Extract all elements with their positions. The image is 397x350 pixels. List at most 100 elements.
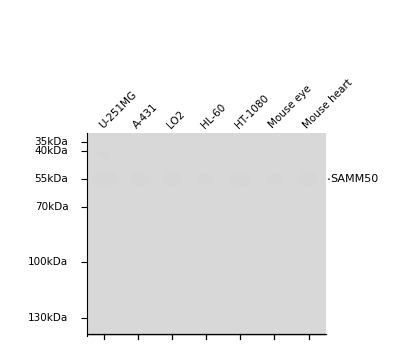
Ellipse shape [100, 153, 108, 158]
Ellipse shape [198, 175, 215, 184]
Ellipse shape [100, 152, 109, 158]
Ellipse shape [301, 174, 316, 184]
Ellipse shape [101, 153, 108, 158]
Ellipse shape [202, 176, 211, 182]
Ellipse shape [102, 153, 107, 157]
Text: 130kDa: 130kDa [28, 313, 68, 323]
Ellipse shape [172, 179, 173, 180]
Ellipse shape [103, 154, 105, 156]
Ellipse shape [236, 176, 245, 182]
Ellipse shape [270, 177, 279, 181]
Ellipse shape [272, 178, 277, 181]
Text: 100kDa: 100kDa [28, 257, 68, 267]
Ellipse shape [163, 173, 182, 186]
Ellipse shape [271, 177, 278, 181]
Ellipse shape [302, 175, 315, 184]
Ellipse shape [234, 175, 247, 183]
Ellipse shape [273, 178, 276, 180]
Ellipse shape [300, 173, 317, 185]
Ellipse shape [171, 178, 174, 180]
Ellipse shape [306, 177, 311, 181]
Ellipse shape [98, 175, 111, 184]
Ellipse shape [102, 154, 106, 156]
Ellipse shape [101, 177, 108, 181]
Ellipse shape [102, 153, 107, 157]
Ellipse shape [137, 178, 139, 180]
Ellipse shape [172, 178, 173, 180]
Ellipse shape [130, 174, 146, 185]
Ellipse shape [130, 173, 147, 185]
Ellipse shape [303, 175, 314, 183]
Ellipse shape [306, 177, 312, 181]
Ellipse shape [304, 176, 313, 182]
Ellipse shape [306, 178, 310, 181]
Ellipse shape [232, 174, 249, 185]
Ellipse shape [96, 173, 113, 185]
Ellipse shape [233, 174, 248, 184]
Ellipse shape [274, 179, 275, 180]
Ellipse shape [306, 177, 311, 181]
Ellipse shape [103, 154, 106, 156]
Ellipse shape [97, 174, 112, 184]
Ellipse shape [94, 172, 115, 187]
Ellipse shape [267, 175, 282, 183]
Ellipse shape [303, 175, 314, 183]
Ellipse shape [101, 153, 108, 158]
Ellipse shape [231, 173, 249, 186]
Ellipse shape [308, 178, 309, 180]
Ellipse shape [238, 177, 243, 181]
Ellipse shape [308, 179, 309, 180]
Ellipse shape [171, 178, 174, 181]
Ellipse shape [103, 178, 105, 180]
Ellipse shape [102, 177, 107, 181]
Ellipse shape [234, 175, 247, 184]
Ellipse shape [168, 176, 177, 182]
Ellipse shape [100, 152, 108, 158]
Ellipse shape [132, 175, 145, 183]
Ellipse shape [131, 174, 146, 184]
Ellipse shape [171, 178, 173, 180]
Ellipse shape [304, 176, 313, 182]
Ellipse shape [137, 178, 140, 181]
Ellipse shape [170, 177, 175, 181]
Ellipse shape [237, 176, 244, 182]
Ellipse shape [235, 175, 246, 183]
Ellipse shape [271, 177, 278, 181]
Ellipse shape [305, 176, 312, 182]
Ellipse shape [98, 175, 110, 183]
Text: 40kDa: 40kDa [35, 146, 68, 156]
Ellipse shape [164, 173, 181, 186]
Ellipse shape [305, 177, 312, 181]
Ellipse shape [169, 176, 176, 182]
Ellipse shape [133, 176, 143, 182]
Ellipse shape [200, 175, 213, 183]
Ellipse shape [239, 178, 242, 180]
Ellipse shape [134, 176, 143, 182]
Ellipse shape [204, 178, 209, 181]
Ellipse shape [204, 178, 209, 181]
Ellipse shape [168, 176, 177, 182]
Ellipse shape [133, 175, 144, 183]
Ellipse shape [129, 173, 147, 186]
Ellipse shape [235, 175, 247, 183]
Ellipse shape [132, 175, 145, 183]
Ellipse shape [235, 175, 246, 183]
Ellipse shape [205, 178, 208, 180]
Ellipse shape [301, 174, 316, 184]
Ellipse shape [164, 174, 181, 185]
Ellipse shape [95, 173, 114, 186]
Ellipse shape [104, 179, 105, 180]
Ellipse shape [199, 175, 214, 183]
Ellipse shape [101, 153, 108, 158]
Ellipse shape [300, 173, 318, 186]
Ellipse shape [165, 174, 180, 184]
Ellipse shape [272, 178, 277, 181]
Ellipse shape [304, 176, 313, 182]
Ellipse shape [100, 176, 109, 182]
Ellipse shape [166, 175, 179, 184]
Ellipse shape [102, 153, 107, 157]
Ellipse shape [240, 178, 241, 180]
Ellipse shape [239, 178, 242, 181]
Ellipse shape [206, 178, 207, 180]
Ellipse shape [169, 177, 176, 181]
